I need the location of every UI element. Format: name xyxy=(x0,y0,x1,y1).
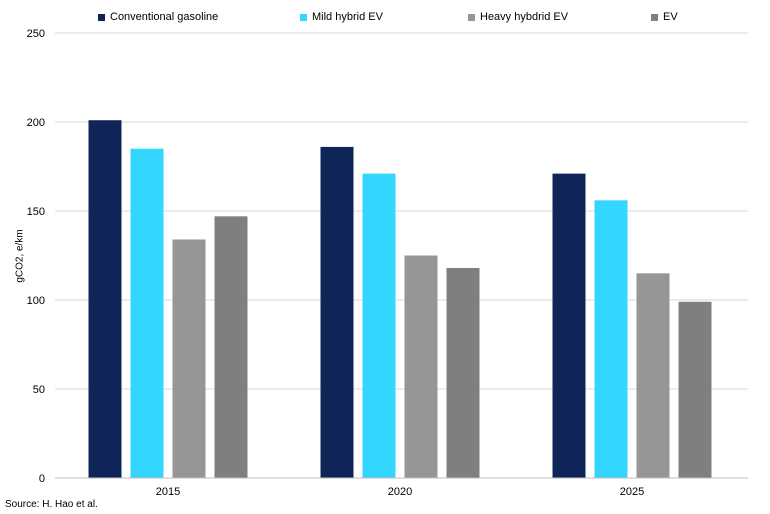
bar-2025-conventional-gasoline xyxy=(552,173,586,478)
bar-2020-ev xyxy=(446,267,480,478)
source-note: Source: H. Hao et al. xyxy=(5,499,98,510)
y-tick-label: 50 xyxy=(33,384,45,396)
bar-2020-heavy-hybdrid-ev xyxy=(404,255,438,478)
x-tick-label: 2015 xyxy=(156,486,180,498)
legend: Conventional gasoline Mild hybrid EV Hea… xyxy=(0,11,770,27)
legend-swatch-icon xyxy=(651,13,658,21)
x-tick-label: 2020 xyxy=(388,486,412,498)
legend-label: Mild hybrid EV xyxy=(312,11,383,23)
gridlines xyxy=(55,32,748,390)
bar-2015-mild-hybrid-ev xyxy=(130,148,164,478)
y-tick-label: 150 xyxy=(27,206,45,218)
bar-2015-heavy-hybdrid-ev xyxy=(172,239,206,478)
y-axis-tick-labels: 0 50 100 150 200 250 xyxy=(27,28,45,485)
legend-item-heavy-hybrid-ev: Heavy hybdrid EV xyxy=(468,11,568,23)
bar-2025-mild-hybrid-ev xyxy=(594,200,628,478)
y-tick-label: 100 xyxy=(27,295,45,307)
legend-item-mild-hybrid-ev: Mild hybrid EV xyxy=(300,11,383,23)
legend-swatch-icon xyxy=(468,13,475,21)
y-tick-label: 200 xyxy=(27,117,45,129)
legend-label: EV xyxy=(663,11,678,23)
legend-swatch-icon xyxy=(98,13,105,21)
bars xyxy=(88,120,712,479)
bar-2015-conventional-gasoline xyxy=(88,120,122,478)
bar-2025-heavy-hybdrid-ev xyxy=(636,273,670,478)
bar-2020-conventional-gasoline xyxy=(320,146,354,479)
bar-2025-ev xyxy=(678,301,712,478)
legend-swatch-icon xyxy=(300,13,307,21)
y-tick-label: 0 xyxy=(39,473,45,485)
legend-label: Heavy hybdrid EV xyxy=(480,11,569,23)
x-axis-tick-labels: 2015 2020 2025 xyxy=(156,486,644,498)
legend-item-ev: EV xyxy=(651,11,678,23)
y-axis-label: gCO2, e/km xyxy=(14,229,26,283)
legend-label: Conventional gasoline xyxy=(110,11,219,23)
bar-2020-mild-hybrid-ev xyxy=(362,173,396,478)
x-tick-label: 2025 xyxy=(620,486,644,498)
legend-item-conventional-gasoline: Conventional gasoline xyxy=(98,11,218,23)
bar-2015-ev xyxy=(214,216,248,478)
y-tick-label: 250 xyxy=(27,28,45,40)
